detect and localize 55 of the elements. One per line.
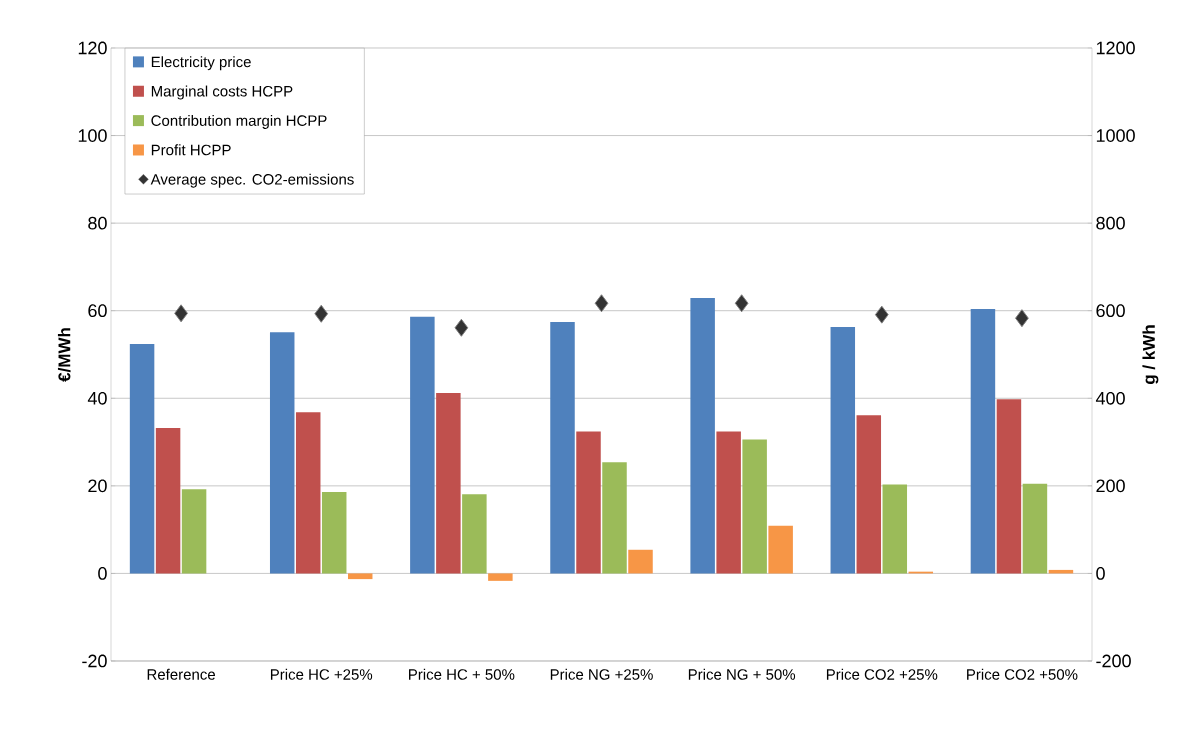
- bar: [716, 431, 741, 574]
- y2-tick-label: -200: [1096, 654, 1131, 668]
- y-tick-label: 80: [88, 216, 107, 230]
- bar: [488, 573, 513, 581]
- x-tick-label: Reference: [147, 668, 215, 680]
- x-tick-label: Price CO2 +50%: [967, 668, 1078, 680]
- bar: [856, 415, 882, 574]
- bar: [1022, 483, 1048, 574]
- legend-label: Electricity price: [151, 56, 251, 71]
- bar: [970, 308, 996, 574]
- bar: [347, 573, 373, 580]
- y2-tick-label: 1200: [1096, 41, 1135, 55]
- y2-tick-label: 0: [1096, 567, 1105, 580]
- legend-label: Profit HCPP: [151, 144, 231, 156]
- bar: [410, 316, 435, 574]
- bar: [436, 393, 461, 574]
- legend-label: Contribution margin HCPP: [151, 114, 327, 129]
- y2-tick-label: 1000: [1096, 129, 1135, 142]
- y2-tick-label: 200: [1096, 479, 1125, 493]
- bar: [129, 343, 155, 574]
- y-axis-title: €/MWh: [57, 328, 71, 382]
- bar: [768, 525, 793, 574]
- y2-tick-label: 800: [1096, 216, 1125, 230]
- bar: [269, 332, 295, 574]
- bar: [295, 412, 321, 574]
- bar: [690, 298, 715, 574]
- y-tick-label: 40: [87, 391, 107, 405]
- bar: [742, 439, 767, 574]
- bar: [181, 489, 207, 574]
- x-tick-label: Price HC + 50%: [409, 668, 515, 680]
- bar: [830, 326, 856, 574]
- x-tick-label: Price NG +25%: [550, 668, 653, 680]
- y-tick-label: 120: [78, 41, 107, 55]
- y2-tick-label: 600: [1096, 304, 1125, 318]
- bar: [576, 431, 601, 574]
- y-tick-label: 100: [78, 129, 107, 142]
- legend-label: Marginal costs HCPP: [151, 85, 293, 100]
- y-tick-label: 0: [98, 567, 107, 580]
- x-tick-label: Price HC +25%: [270, 668, 373, 680]
- bar: [155, 428, 181, 574]
- bar: [550, 322, 575, 574]
- bar: [996, 399, 1022, 574]
- bar: [602, 462, 627, 574]
- bar: [628, 549, 653, 574]
- y-tick-label: -20: [82, 654, 107, 668]
- x-tick-label: Price NG + 50%: [688, 668, 796, 680]
- y-tick-label: 60: [88, 304, 107, 318]
- bar: [882, 484, 908, 574]
- legend-label: Average spec. CO2-emissions: [150, 173, 354, 188]
- y-tick-label: 20: [88, 479, 107, 493]
- y2-tick-label: 400: [1095, 391, 1125, 405]
- bar: [321, 491, 347, 574]
- x-tick-label: Price CO2 +25%: [826, 668, 938, 680]
- y2-axis-title: g / kWh: [1142, 325, 1159, 385]
- bar: [462, 494, 487, 574]
